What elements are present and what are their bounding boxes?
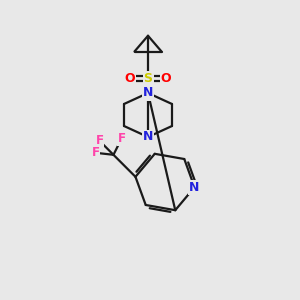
Text: N: N [189,181,200,194]
Text: F: F [92,146,100,159]
Text: S: S [143,71,152,85]
Text: O: O [161,71,171,85]
Text: F: F [95,134,104,147]
Text: N: N [143,130,153,143]
Text: F: F [118,132,125,145]
Text: O: O [125,71,135,85]
Text: N: N [143,86,153,100]
